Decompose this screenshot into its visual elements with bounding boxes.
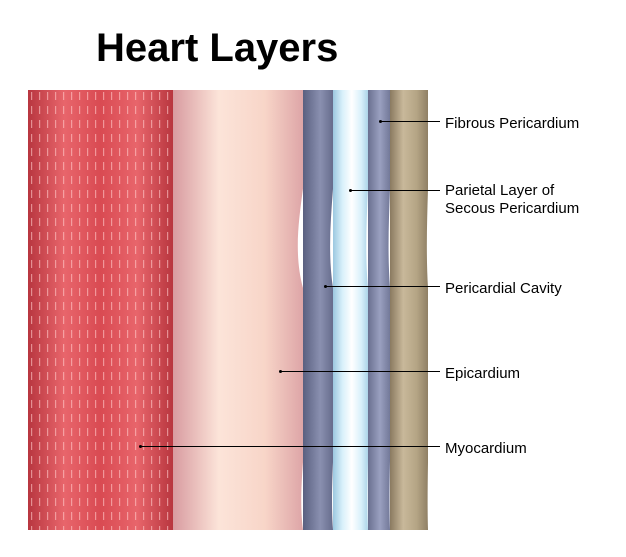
layer-fibrous-pericardium <box>390 90 428 530</box>
leader-epicardium <box>280 371 440 372</box>
leader-end-fibrous-pericardium <box>379 120 382 123</box>
layer-epicardium <box>173 90 311 530</box>
leader-end-pericardial-cavity <box>324 285 327 288</box>
layer-parietal-layer <box>368 90 392 530</box>
leader-parietal-layer <box>350 190 440 191</box>
leader-pericardial-cavity <box>325 286 440 287</box>
label-parietal-layer: Parietal Layer of Secous Pericardium <box>445 182 579 218</box>
diagram-title: Heart Layers <box>96 26 338 71</box>
label-myocardium: Myocardium <box>445 440 527 458</box>
leader-end-parietal-layer <box>349 189 352 192</box>
label-fibrous-pericardium: Fibrous Pericardium <box>445 115 579 133</box>
layer-pericardial-cavity <box>333 90 371 530</box>
heart-layers-diagram <box>28 90 428 530</box>
leader-end-myocardium <box>139 445 142 448</box>
layers-svg <box>28 90 428 530</box>
leader-fibrous-pericardium <box>380 121 440 122</box>
label-pericardial-cavity: Pericardial Cavity <box>445 280 562 298</box>
label-epicardium: Epicardium <box>445 365 520 383</box>
leader-myocardium <box>140 446 440 447</box>
layer-myocardium-hatch <box>28 90 173 530</box>
layer-pericardial-cavity-outer <box>303 90 337 530</box>
leader-end-epicardium <box>279 370 282 373</box>
